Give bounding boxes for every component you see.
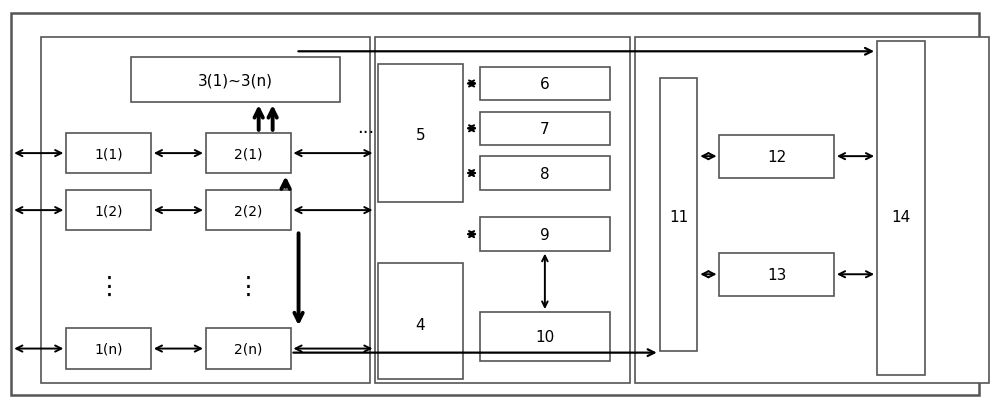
FancyBboxPatch shape (66, 328, 151, 369)
Text: 4: 4 (415, 317, 425, 332)
Text: 13: 13 (768, 267, 787, 282)
Text: 11: 11 (669, 209, 688, 224)
FancyBboxPatch shape (719, 253, 834, 296)
FancyBboxPatch shape (206, 133, 291, 174)
FancyBboxPatch shape (877, 42, 925, 375)
Text: 10: 10 (535, 329, 554, 344)
FancyBboxPatch shape (635, 38, 989, 383)
FancyBboxPatch shape (206, 328, 291, 369)
FancyBboxPatch shape (11, 13, 979, 396)
FancyBboxPatch shape (480, 218, 610, 251)
FancyBboxPatch shape (66, 133, 151, 174)
FancyBboxPatch shape (131, 58, 340, 103)
FancyBboxPatch shape (206, 190, 291, 231)
FancyBboxPatch shape (378, 64, 463, 202)
Text: 2(1): 2(1) (234, 147, 262, 161)
Text: 14: 14 (891, 209, 911, 224)
FancyBboxPatch shape (41, 38, 370, 383)
FancyBboxPatch shape (480, 157, 610, 190)
Text: 8: 8 (540, 166, 550, 181)
Text: 5: 5 (415, 128, 425, 143)
FancyBboxPatch shape (378, 263, 463, 379)
Text: 2(2): 2(2) (234, 204, 262, 218)
FancyBboxPatch shape (660, 79, 697, 351)
Text: ⋮: ⋮ (97, 274, 122, 298)
Text: 12: 12 (768, 149, 787, 164)
Text: 1(2): 1(2) (94, 204, 123, 218)
Text: ⋮: ⋮ (236, 274, 261, 298)
FancyBboxPatch shape (480, 312, 610, 361)
Text: 6: 6 (540, 77, 550, 92)
FancyBboxPatch shape (66, 190, 151, 231)
Text: 7: 7 (540, 121, 550, 137)
FancyBboxPatch shape (719, 135, 834, 178)
Text: 9: 9 (540, 227, 550, 242)
Text: ...: ... (357, 118, 374, 136)
Text: 1(1): 1(1) (94, 147, 123, 161)
Text: 2(n): 2(n) (234, 342, 262, 356)
FancyBboxPatch shape (480, 112, 610, 146)
Text: 1(n): 1(n) (94, 342, 123, 356)
FancyBboxPatch shape (480, 67, 610, 101)
FancyBboxPatch shape (375, 38, 630, 383)
Text: 3(1)~3(n): 3(1)~3(n) (198, 73, 273, 88)
